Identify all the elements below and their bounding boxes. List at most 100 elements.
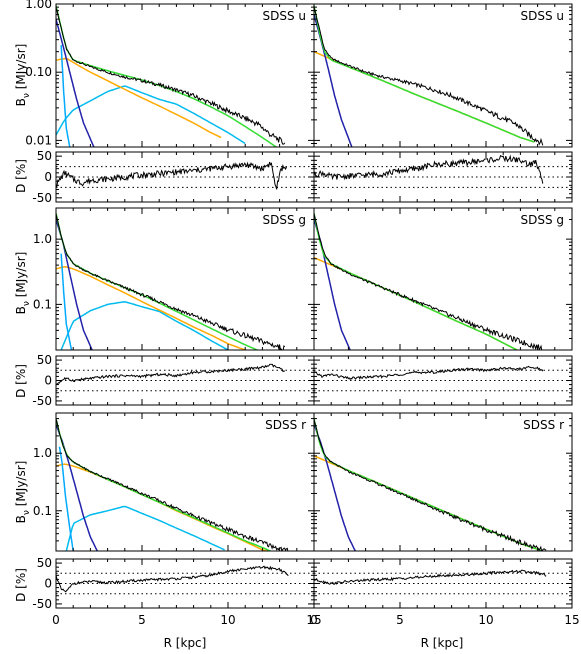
panel-sdss-g-right: SDSS g	[313, 207, 573, 406]
panel-sdss-u-left: SDSS u 0.01 0.10 1.00 -50 0 50	[25, 0, 315, 205]
profile-frame	[313, 412, 573, 552]
profile-curves	[56, 5, 286, 147]
residual-y-tick-label: -50	[32, 597, 52, 611]
y-tick-label: 0.01	[25, 133, 52, 147]
residual-curves	[56, 161, 314, 190]
profile-ylabel-main: B	[14, 515, 28, 523]
band-label: SDSS g	[520, 213, 564, 227]
x-tick-label: 0	[310, 613, 318, 627]
profile-frame	[313, 3, 573, 148]
residual-curves	[314, 154, 572, 188]
residual-y-tick-label: 50	[37, 353, 52, 367]
x-axis-title-right: R [kpc]	[421, 636, 464, 650]
residual-y-tick-label: 0	[44, 374, 52, 388]
profile-curves	[56, 418, 289, 551]
residual-line	[314, 154, 544, 184]
y-axis-titles: Bν [MJy/sr] D [%] Bν [MJy/sr] D [%] Bν […	[14, 44, 32, 602]
profile-frame	[313, 207, 573, 351]
profile-ylabel-unit: [MJy/sr]	[14, 461, 28, 510]
residual-ylabel-row1: D [%]	[14, 159, 28, 193]
x-tick-label: 15	[306, 613, 321, 627]
profile-curves	[56, 213, 286, 350]
band-label: SDSS r	[265, 418, 306, 432]
residual-y-tick-label: 0	[44, 170, 52, 184]
profile-ylabel-unit: [MJy/sr]	[14, 44, 28, 93]
observed-profile-line	[314, 7, 544, 146]
panel-sdss-g-left: SDSS g 0.1 1.0 -50 0 50	[32, 207, 315, 408]
total-model-line	[56, 5, 277, 147]
y-tick-label: 0.1	[33, 504, 52, 518]
y-tick-label: 1.0	[33, 446, 52, 460]
residual-ylabel-row3: D [%]	[14, 568, 28, 602]
profile-ylabel-row3: Bν [MJy/sr]	[14, 461, 32, 524]
residual-curves	[56, 565, 314, 595]
panel-sdss-r-right: SDSS r 0 5 10 15	[310, 412, 580, 627]
y-tick-label: 0.1	[33, 297, 52, 311]
ring-component-line	[65, 505, 225, 551]
y-tick-label: 1.0	[33, 232, 52, 246]
residual-line	[56, 161, 287, 190]
residual-curves	[314, 569, 572, 595]
residual-frame	[313, 151, 573, 203]
disk-component-line	[56, 266, 246, 350]
residual-line	[56, 363, 286, 386]
band-label: SDSS u	[520, 9, 564, 23]
profile-frame	[55, 3, 315, 148]
residual-line	[314, 569, 547, 585]
observed-profile-line	[314, 418, 547, 551]
panel-sdss-u-right: SDSS u	[313, 3, 573, 203]
x-tick-label: 0	[52, 613, 60, 627]
residual-curves	[314, 365, 572, 392]
x-tick-label: 5	[138, 613, 146, 627]
profile-ylabel-row2: Bν [MJy/sr]	[14, 252, 32, 315]
residual-line	[314, 365, 544, 381]
disk-component-line	[56, 57, 222, 139]
observed-profile-line	[56, 418, 289, 551]
x-axis-title-left: R [kpc]	[164, 636, 207, 650]
residual-curves	[56, 363, 314, 392]
x-tick-label: 10	[220, 613, 235, 627]
band-label: SDSS g	[262, 213, 306, 227]
x-tick-label: 5	[396, 613, 404, 627]
bulge-component-line	[56, 18, 95, 147]
residual-y-tick-label: 50	[37, 149, 52, 163]
ring-component-line	[56, 85, 246, 145]
residual-frame	[55, 558, 315, 609]
total-model-line	[56, 213, 258, 350]
profile-ylabel-sub: ν	[22, 510, 32, 515]
residual-y-tick-label: -50	[32, 191, 52, 205]
residual-y-tick-label: -50	[32, 394, 52, 408]
band-label: SDSS r	[523, 418, 564, 432]
profile-curves	[314, 418, 547, 551]
residual-frame	[313, 558, 573, 609]
x-tick-label: 10	[478, 613, 493, 627]
nucleus-component-line	[60, 45, 71, 147]
x-axis-titles: R [kpc] R [kpc]	[164, 636, 464, 650]
x-tick-label: 15	[564, 613, 579, 627]
profile-ylabel-main: B	[14, 306, 28, 314]
residual-line	[56, 565, 289, 593]
residual-frame	[313, 355, 573, 406]
residual-frame	[55, 355, 315, 406]
y-tick-label: 1.00	[25, 0, 52, 11]
total-model-line	[314, 418, 545, 551]
profile-curves	[314, 5, 544, 147]
residual-frame	[55, 151, 315, 203]
profile-ylabel-unit: [MJy/sr]	[14, 252, 28, 301]
profile-ylabel-sub: ν	[22, 93, 32, 98]
profile-curves	[314, 213, 543, 350]
ring-component-line	[60, 301, 229, 350]
observed-profile-line	[56, 213, 286, 350]
profile-ylabel-sub: ν	[22, 301, 32, 306]
nucleus-component-line	[58, 446, 74, 551]
residual-y-tick-label: 0	[44, 577, 52, 591]
residual-ylabel-row2: D [%]	[14, 364, 28, 398]
profile-frame	[55, 412, 315, 552]
nucleus-component-line	[60, 253, 73, 350]
observed-profile-line	[56, 7, 286, 145]
observed-profile-line	[314, 213, 543, 350]
total-model-line	[314, 5, 535, 143]
